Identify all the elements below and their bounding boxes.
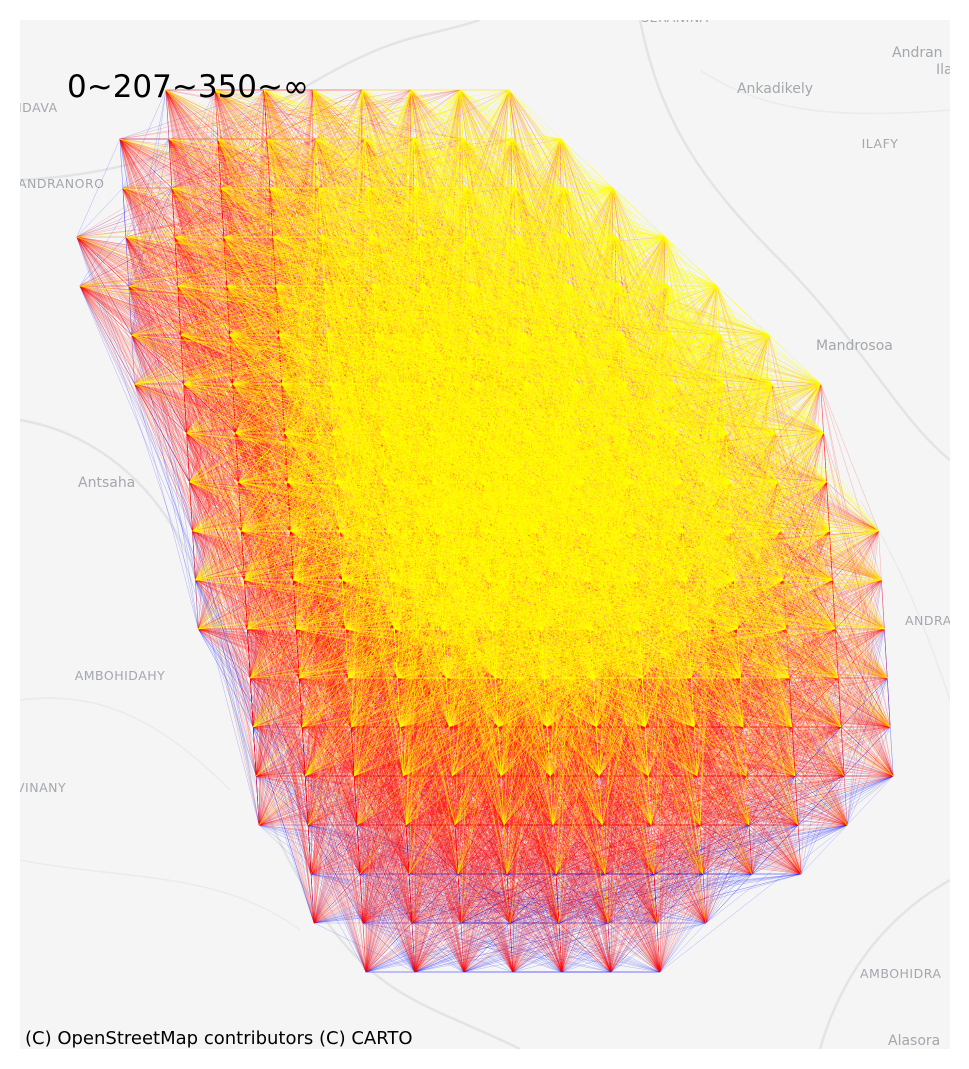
place-label: ANDRA — [905, 613, 952, 628]
road — [20, 20, 481, 182]
road — [20, 418, 521, 1049]
place-label: Ila — [936, 62, 953, 78]
place-label: VINANY — [16, 780, 66, 795]
road — [859, 499, 950, 701]
place-label: Antsaha — [78, 475, 135, 491]
basemap: Ankadikely ILAFY Andran Ila IDAVA ANDRAN… — [16, 10, 953, 1049]
place-label: AMBOHIDAHY — [75, 668, 166, 683]
place-label: ILAFY — [862, 136, 899, 151]
place-label: AMBOHIDRA — [860, 966, 941, 981]
flow-lines — [76, 89, 894, 924]
place-label: SERANINA — [641, 10, 709, 25]
place-label: Ankadikely — [737, 81, 813, 97]
legend-text: 0~207~350~∞ — [67, 69, 309, 105]
flow-network — [76, 89, 894, 973]
place-label: Mandrosoa — [816, 338, 893, 354]
place-label: ANDRANORO — [18, 176, 104, 191]
road — [20, 697, 231, 791]
place-label: Andran — [892, 45, 943, 61]
road — [818, 878, 950, 1049]
road — [699, 69, 950, 115]
road — [638, 20, 950, 461]
attribution: (C) OpenStreetMap contributors (C) CARTO — [25, 1028, 413, 1049]
place-label: Alasora — [888, 1033, 940, 1049]
place-label: IDAVA — [18, 100, 58, 115]
road — [20, 859, 301, 931]
